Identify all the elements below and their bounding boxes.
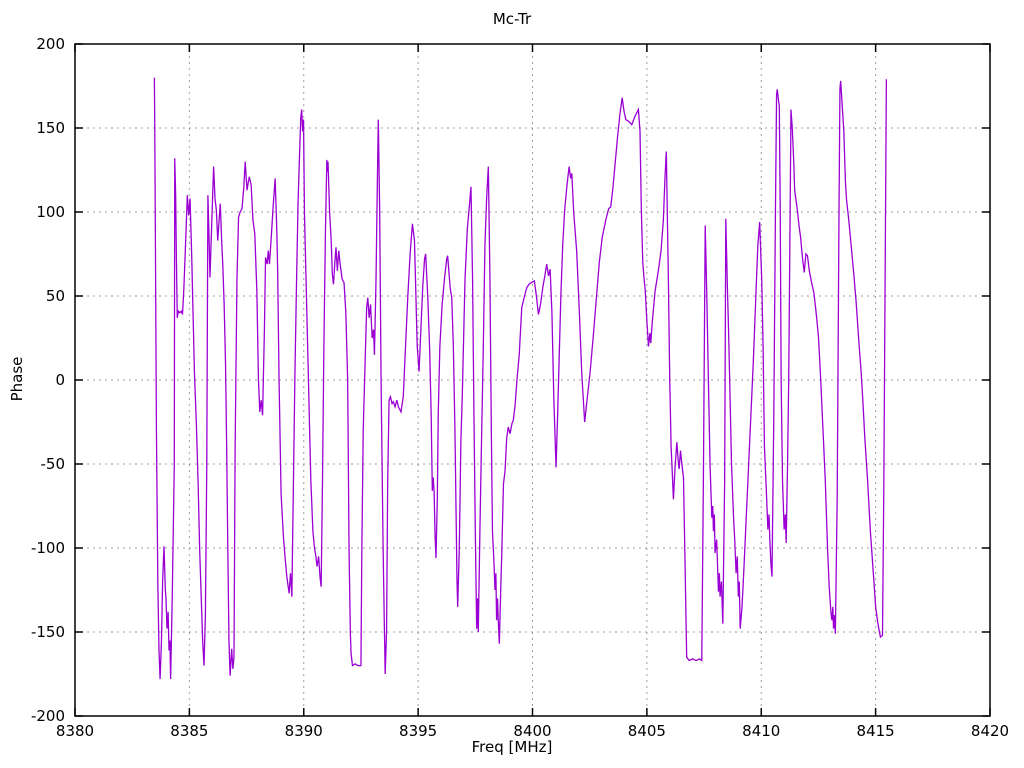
- x-tick-label: 8415: [856, 722, 895, 740]
- phase-trace: [153, 77, 888, 680]
- y-tick-label: -200: [30, 707, 65, 725]
- x-axis-label: Freq [MHz]: [471, 738, 553, 756]
- x-tick-label: 8410: [742, 722, 781, 740]
- x-tick-label: 8395: [399, 722, 438, 740]
- y-tick-label: -100: [30, 539, 65, 557]
- y-tick-label: 150: [36, 119, 65, 137]
- y-tick-label: 100: [36, 203, 65, 221]
- y-tick-label: 200: [36, 35, 65, 53]
- y-tick-label: -150: [30, 623, 65, 641]
- y-tick-label: 50: [45, 287, 65, 305]
- y-tick-label: 0: [55, 371, 65, 389]
- x-tick-label: 8405: [627, 722, 666, 740]
- y-tick-label: -50: [40, 455, 66, 473]
- x-tick-label: 8385: [170, 722, 209, 740]
- chart-title: Mc-Tr: [492, 10, 532, 28]
- x-tick-label: 8390: [284, 722, 323, 740]
- x-tick-label: 8420: [970, 722, 1010, 740]
- x-tick-label: 8400: [513, 722, 552, 740]
- x-tick-label: 8380: [55, 722, 95, 740]
